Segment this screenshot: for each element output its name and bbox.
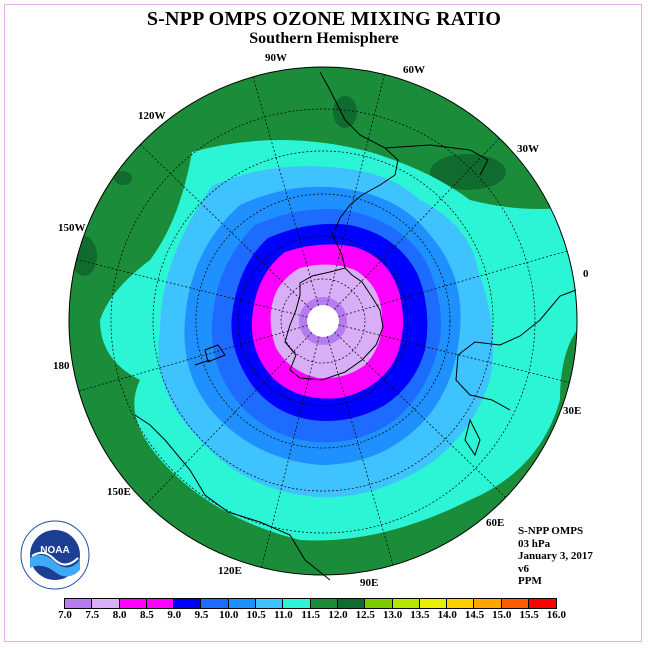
colorbar-swatch xyxy=(65,599,93,608)
colorbar-swatch xyxy=(529,599,557,608)
colorbar-tick-label: 9.0 xyxy=(167,609,182,621)
colorbar-tick-label: 14.0 xyxy=(437,609,457,621)
lon-label-120e: 120E xyxy=(218,565,242,577)
info-instrument: S-NPP OMPS xyxy=(518,525,584,537)
colorbar-swatch xyxy=(119,599,147,608)
colorbar-tick-label: 12.0 xyxy=(328,609,348,621)
lon-label-90w: 90W xyxy=(265,52,287,64)
colorbar-tick-label: 10.5 xyxy=(246,609,266,621)
polar-data-gap xyxy=(307,305,339,337)
map-subtitle: Southern Hemisphere xyxy=(249,30,399,47)
lon-label-150w: 150W xyxy=(58,222,86,234)
lon-label-60w: 60W xyxy=(403,64,425,76)
colorbar-swatch xyxy=(174,599,202,608)
colorbar-swatch xyxy=(310,599,338,608)
map-title: S-NPP OMPS OZONE MIXING RATIO xyxy=(146,8,502,30)
colorbar-tick-label: 11.5 xyxy=(301,609,321,621)
lon-label-30e: 30E xyxy=(563,405,582,417)
contour-12-0-patch xyxy=(114,171,132,185)
lon-label-0: 0 xyxy=(583,268,589,280)
lon-label-60e: 60E xyxy=(486,517,505,529)
colorbar-swatch xyxy=(283,599,311,608)
colorbar-tick-label: 16.0 xyxy=(546,609,567,621)
colorbar-tick-label: 10.0 xyxy=(219,609,239,621)
map-border xyxy=(68,66,578,576)
colorbar-tick-label: 9.5 xyxy=(194,609,209,621)
colorbar-swatch xyxy=(337,599,366,608)
colorbar-swatch xyxy=(92,599,120,608)
colorbar-swatch xyxy=(146,599,175,608)
contour-12-0-patch xyxy=(430,154,506,190)
info-date: January 3, 2017 xyxy=(518,550,593,562)
contour-12-0-patch xyxy=(71,236,97,276)
latitude-circles xyxy=(110,108,536,534)
colorbar-tick-label: 12.5 xyxy=(355,609,375,621)
colorbar-swatch xyxy=(365,599,393,608)
colorbar-tick-label: 15.5 xyxy=(519,609,539,621)
coastlines xyxy=(134,71,577,581)
colorbar-tick-label: 15.0 xyxy=(492,609,512,621)
lon-label-120w: 120W xyxy=(138,110,166,122)
colorbar xyxy=(64,598,558,609)
logo-text: NOAA xyxy=(40,545,69,556)
info-units: PPM xyxy=(518,575,542,587)
lon-label-150e: 150E xyxy=(107,486,131,498)
colorbar-swatch xyxy=(501,599,530,608)
colorbar-swatch xyxy=(419,599,448,608)
lon-label-180: 180 xyxy=(53,360,70,372)
colorbar-swatch xyxy=(201,599,229,608)
colorbar-tick-label: 7.5 xyxy=(85,609,100,621)
colorbar-swatch xyxy=(447,599,475,608)
lon-label-30w: 30W xyxy=(517,143,539,155)
figure-frame xyxy=(4,4,642,642)
colorbar-swatch xyxy=(474,599,502,608)
colorbar-tick-label: 14.5 xyxy=(464,609,485,621)
colorbar-tick-label: 8.5 xyxy=(140,609,154,621)
colorbar-swatch xyxy=(228,599,257,608)
colorbar-swatch xyxy=(392,599,420,608)
colorbar-tick-label: 13.0 xyxy=(382,609,403,621)
colorbar-tick-label: 8.0 xyxy=(112,609,127,621)
info-level: 03 hPa xyxy=(518,537,551,550)
contour-12-0-patch xyxy=(333,96,357,128)
colorbar-tick-label: 11.0 xyxy=(274,609,293,621)
colorbar-tick-label: 13.5 xyxy=(410,609,430,621)
polar-ozone-map xyxy=(68,66,578,581)
lon-label-90e: 90E xyxy=(360,577,379,589)
info-block: S-NPP OMPS 03 hPa January 3, 2017 v6 PPM xyxy=(518,525,593,588)
colorbar-tick-label: 7.0 xyxy=(58,609,72,621)
info-version: v6 xyxy=(518,562,529,575)
colorbar-swatch xyxy=(256,599,284,608)
noaa-logo: NOAA xyxy=(20,520,90,590)
